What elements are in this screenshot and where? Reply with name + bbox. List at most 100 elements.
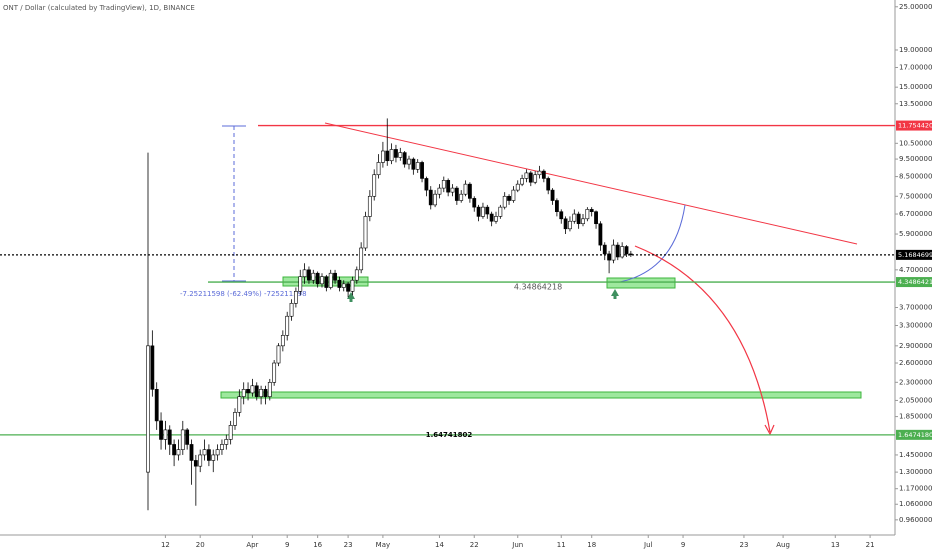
- level-label-bg: [896, 249, 932, 260]
- y-tick-label: 0.96000000: [899, 516, 932, 524]
- candle-body: [546, 178, 551, 191]
- candle-body: [459, 193, 464, 201]
- y-tick-label: 1.30000000: [899, 468, 932, 476]
- x-tick-label: 22: [470, 541, 479, 549]
- y-tick-label: 3.70000000: [899, 303, 932, 311]
- candle-body: [189, 444, 194, 461]
- chart-title: ONT / Dollar (calculated by TradingView)…: [3, 4, 195, 12]
- x-tick-label: Jun: [511, 541, 523, 549]
- x-tick-label: 14: [435, 541, 444, 549]
- measure-label: -7.25211598 (-62.49%) -725211598: [180, 290, 307, 298]
- candle-body: [328, 272, 333, 288]
- x-tick-label: 12: [161, 541, 170, 549]
- x-tick-label: Aug: [776, 541, 790, 549]
- candle-body: [607, 253, 612, 261]
- candle-body: [541, 170, 546, 179]
- candle-body: [446, 180, 451, 193]
- candle-body: [215, 449, 220, 456]
- candle-body: [568, 220, 572, 230]
- candle-body: [507, 195, 511, 201]
- candle-body: [198, 454, 203, 467]
- candle-body: [550, 189, 555, 201]
- level-label: 5.16846993: [898, 251, 932, 259]
- candle-body: [598, 223, 603, 246]
- trend-line: [324, 122, 858, 245]
- candle-body: [489, 213, 494, 222]
- candle-body: [276, 345, 281, 364]
- candle-body: [159, 420, 163, 440]
- y-tick-label: 8.50000000: [899, 173, 932, 181]
- y-tick-label: 1.85000000: [899, 413, 932, 421]
- candle-body: [207, 449, 211, 461]
- candle-body: [528, 172, 533, 183]
- candle-body: [254, 385, 259, 397]
- candle-body: [615, 244, 620, 258]
- candle-body: [389, 149, 394, 162]
- candle-body: [628, 253, 633, 256]
- candle-body: [146, 345, 150, 473]
- candle-body: [533, 174, 538, 183]
- candle-body: [511, 189, 516, 201]
- candle-body: [263, 389, 268, 397]
- candle-body: [350, 279, 355, 292]
- candle-body: [293, 291, 298, 304]
- candle-body: [428, 189, 433, 206]
- candle-body: [298, 276, 303, 292]
- candle-body: [611, 244, 616, 261]
- y-tick-label: 7.50000000: [899, 192, 932, 200]
- candle-body: [554, 200, 559, 213]
- x-tick-label: 18: [587, 541, 596, 549]
- x-tick-label: May: [376, 541, 390, 549]
- candle-body: [359, 247, 364, 271]
- y-tick-label: 10.50000000: [899, 139, 932, 147]
- candle-body: [324, 276, 329, 288]
- zone: [220, 391, 862, 399]
- level-label: 1.64741802: [898, 431, 932, 439]
- y-tick-label: 3.30000000: [899, 321, 932, 329]
- candle-body: [180, 429, 185, 450]
- y-tick-label: 1.45000000: [899, 451, 932, 459]
- candle-body: [594, 211, 598, 225]
- level-text: 1.64741802: [426, 431, 473, 439]
- x-tick-label: 16: [313, 541, 322, 549]
- candle-body: [524, 172, 529, 179]
- x-tick-label: 23: [739, 541, 748, 549]
- candle-body: [563, 218, 568, 230]
- candle-body: [498, 206, 503, 217]
- y-tick-label: 4.70000000: [899, 266, 932, 274]
- candle-body: [433, 193, 438, 206]
- arrow-head: [764, 424, 775, 436]
- level-label-bg: [896, 120, 932, 131]
- candle-body: [437, 187, 442, 195]
- candle-body: [494, 216, 498, 222]
- candle-body: [202, 449, 207, 456]
- candle-body: [224, 439, 229, 445]
- arrow-marker: [611, 289, 619, 299]
- candle-body: [250, 385, 255, 394]
- y-tick-label: 1.17000000: [899, 485, 932, 493]
- arrow-marker: [347, 292, 355, 302]
- y-tick-label: 15.00000000: [899, 83, 932, 91]
- y-tick-label: 5.90000000: [899, 230, 932, 238]
- x-tick-label: 13: [831, 541, 840, 549]
- candle-body: [311, 272, 316, 281]
- candle-body: [585, 209, 590, 220]
- candle-body: [185, 429, 190, 445]
- candle-body: [385, 150, 390, 162]
- candle-body: [163, 429, 168, 440]
- candle-body: [450, 187, 455, 193]
- candle-body: [589, 209, 594, 213]
- candle-body: [441, 180, 446, 189]
- y-tick-label: 2.30000000: [899, 378, 932, 386]
- candle-body: [150, 345, 155, 390]
- candle-body: [341, 283, 346, 288]
- candle-body: [307, 269, 311, 281]
- candle-body: [572, 213, 577, 222]
- candle-body: [415, 162, 420, 170]
- candle-body: [267, 382, 272, 397]
- candle-body: [333, 272, 337, 281]
- y-tick-label: 2.60000000: [899, 359, 932, 367]
- projection-arc: [619, 204, 686, 283]
- candle-body: [220, 444, 224, 450]
